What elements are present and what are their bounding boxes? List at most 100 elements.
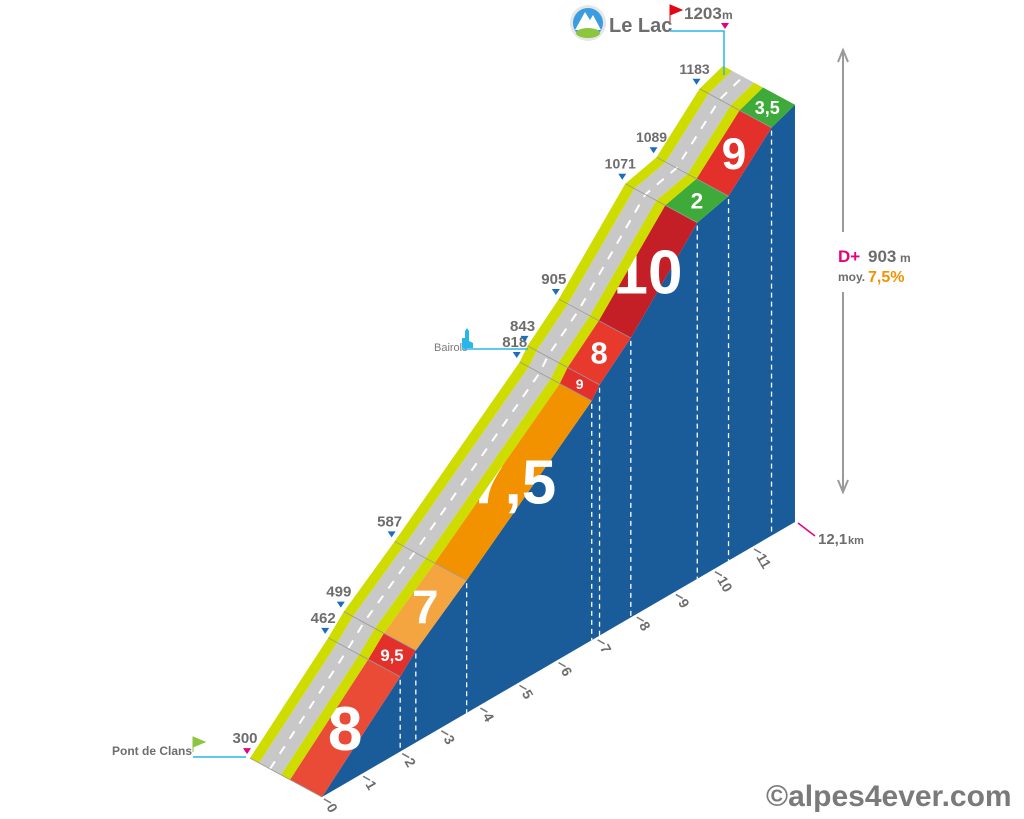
- road-shoulder-inner: [281, 82, 763, 780]
- avg-label: moy.: [838, 270, 865, 284]
- gradient-label: 9: [576, 376, 584, 392]
- dplus-value: 903: [868, 247, 896, 266]
- gradient-label: 2: [691, 189, 704, 214]
- gradient-band: [598, 205, 698, 338]
- mountain-logo-icon: [570, 5, 606, 41]
- marker-crossline: [558, 298, 632, 339]
- km-tick: [401, 752, 410, 759]
- marker-crossline: [519, 361, 592, 402]
- km-tick: [636, 616, 645, 622]
- elevation-marker-label: 300: [232, 730, 257, 747]
- marker-triangle-icon: [520, 335, 529, 342]
- gradient-band: [290, 659, 401, 797]
- km-tick-label: 2: [402, 755, 420, 770]
- km-tick-label: 5: [519, 687, 537, 702]
- gain-arrow-up: [837, 47, 849, 232]
- distance-end-tick: [797, 522, 816, 537]
- km-tick-label: 0: [323, 801, 341, 816]
- elevation-marker-label: 905: [541, 271, 566, 288]
- avg-value: 7,5%: [868, 269, 904, 286]
- summit-marker-icon: [721, 23, 729, 29]
- summit-leader-line: [670, 30, 725, 75]
- elevation-marker-label: 1089: [636, 129, 667, 145]
- km-tick: [362, 775, 371, 781]
- km-tick-label: 3: [441, 732, 459, 747]
- km-tick: [558, 661, 566, 668]
- summit-name: Le Lac: [609, 15, 672, 37]
- gradient-band: [559, 367, 600, 401]
- marker-triangle-icon: [387, 531, 396, 538]
- marker-triangle-icon: [512, 351, 521, 358]
- km-tick-label: 8: [636, 619, 654, 634]
- elevation-marker-label: 499: [326, 584, 351, 601]
- gradient-label: 9: [722, 130, 747, 179]
- gradient-band: [665, 178, 729, 223]
- road-surface: [259, 70, 754, 775]
- marker-triangle-icon: [692, 78, 701, 85]
- km-tick-label: 6: [558, 664, 576, 679]
- distance-total: 12,1: [818, 531, 847, 548]
- dplus-label: D+: [838, 247, 860, 266]
- gradient-label: 8: [591, 336, 608, 371]
- km-tick: [597, 639, 606, 645]
- marker-crossline: [343, 611, 417, 651]
- marker-crossline: [527, 345, 600, 386]
- village-label: Bairols: [434, 328, 528, 354]
- elevation-marker-label: 843: [510, 318, 535, 335]
- gradient-band: [696, 110, 772, 197]
- km-tick-label: 7: [597, 641, 615, 656]
- marker-crossline: [327, 637, 401, 678]
- km-tick: [675, 593, 684, 600]
- profile-wall: [322, 104, 795, 797]
- start-name: Pont de Clans: [112, 744, 192, 758]
- elevation-marker-label: 1071: [605, 156, 636, 172]
- gradient-band: [434, 383, 592, 581]
- marker-triangle-icon: [649, 147, 658, 154]
- summit-label: Le Lac 1203 m: [570, 4, 733, 75]
- gradient-band: [383, 563, 467, 651]
- marker-triangle-icon: [321, 627, 330, 634]
- km-tick-label: 10: [714, 573, 736, 595]
- km-tick-label: 4: [480, 710, 498, 725]
- gradient-label: 7: [412, 581, 439, 634]
- marker-triangle-icon: [336, 601, 345, 608]
- start-flag-icon: [192, 736, 207, 752]
- gradient-label: 3,5: [755, 98, 780, 118]
- km-tick-label: 1: [362, 778, 380, 793]
- km-tick: [714, 571, 723, 577]
- km-tick: [479, 707, 488, 713]
- km-tick: [440, 730, 449, 736]
- km-tick-label: 9: [675, 596, 693, 611]
- elevation-marker-label: 818: [502, 334, 527, 351]
- marker-triangle-icon: [618, 173, 627, 180]
- km-tick: [519, 684, 527, 691]
- road-centerline: [269, 75, 744, 770]
- elevation-marker-label: 462: [311, 610, 336, 627]
- marker-crossline: [625, 183, 698, 223]
- church-icon: [462, 328, 473, 348]
- summit-elevation: 1203: [684, 4, 722, 23]
- marker-crossline: [249, 757, 323, 798]
- elevation-gain-indicator: D+ 903 m moy. 7,5%: [837, 47, 911, 495]
- distance-unit: km: [848, 535, 864, 547]
- start-label: Pont de Clans: [112, 736, 246, 758]
- elevation-marker-label: 587: [377, 513, 402, 530]
- km-tick: [753, 548, 762, 554]
- marker-triangle-icon: [551, 289, 560, 296]
- marker-crossline: [699, 88, 772, 129]
- km-tick-label: 11: [753, 550, 774, 571]
- elevation-marker-label: 1183: [679, 61, 710, 77]
- watermark: ©alpes4ever.com: [766, 780, 1012, 813]
- summit-flag-icon: [669, 4, 684, 22]
- marker-crossline: [656, 156, 729, 197]
- km-tick: [323, 798, 332, 804]
- gain-arrow-down: [837, 292, 849, 495]
- marker-crossline: [394, 541, 467, 581]
- summit-unit: m: [722, 8, 733, 22]
- gradient-label: 9,5: [380, 646, 403, 665]
- road-shoulder-outer: [250, 65, 732, 763]
- marker-triangle-icon: [243, 748, 251, 755]
- dplus-unit: m: [900, 251, 911, 265]
- gradient-band: [567, 320, 631, 385]
